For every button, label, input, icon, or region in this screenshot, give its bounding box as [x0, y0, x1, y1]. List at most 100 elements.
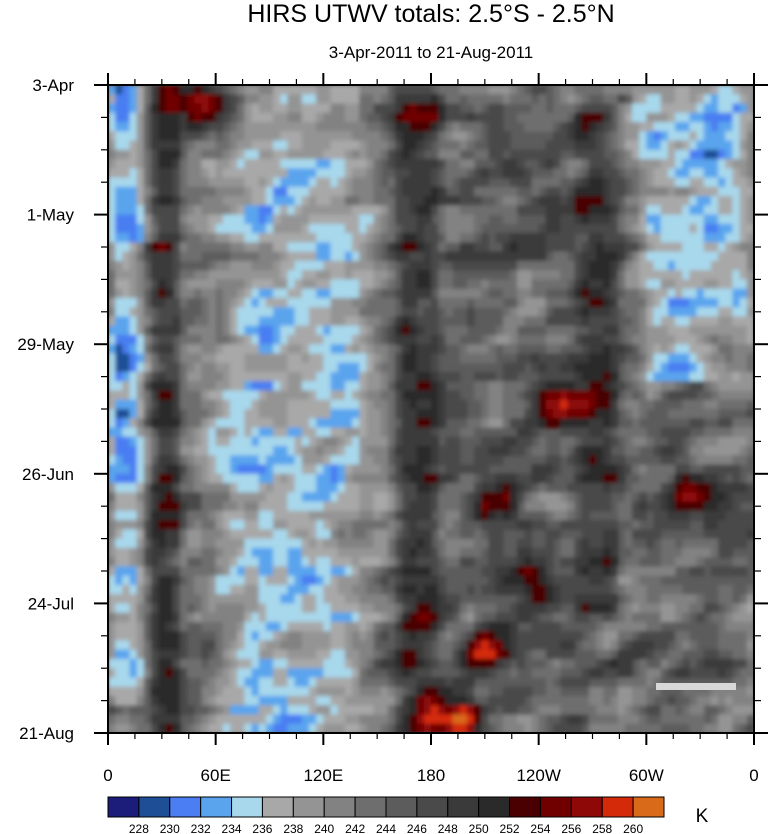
heatmap-cell: [438, 251, 446, 262]
heatmap-cell: [230, 566, 238, 577]
heatmap-cell: [208, 473, 217, 484]
heatmap-cell: [474, 214, 482, 225]
heatmap-cell: [596, 492, 604, 503]
heatmap-cell: [179, 436, 188, 447]
heatmap-cell: [466, 242, 475, 253]
heatmap-cell: [230, 418, 238, 429]
heatmap-cell: [222, 233, 231, 243]
heatmap-cell: [330, 501, 339, 512]
heatmap-cell: [258, 501, 267, 512]
heatmap-cell: [438, 631, 446, 642]
heatmap-cell: [409, 205, 418, 216]
heatmap-cell: [301, 658, 310, 669]
heatmap-cell: [603, 631, 612, 642]
heatmap-cell: [136, 149, 145, 160]
heatmap-cell: [624, 325, 633, 336]
heatmap-cell: [251, 196, 260, 206]
heatmap-cell: [725, 131, 734, 142]
heatmap-cell: [201, 399, 210, 410]
heatmap-cell: [373, 353, 382, 364]
heatmap-cell: [466, 538, 475, 549]
heatmap-cell: [416, 344, 425, 355]
heatmap-cell: [222, 131, 231, 142]
heatmap-cell: [301, 455, 310, 466]
heatmap-cell: [136, 483, 145, 493]
heatmap-cell: [237, 594, 245, 604]
heatmap-cell: [344, 455, 353, 466]
heatmap-cell: [215, 631, 224, 642]
heatmap-cell: [689, 409, 698, 419]
heatmap-cell: [344, 362, 353, 373]
heatmap-cell: [373, 520, 382, 530]
heatmap-cell: [273, 455, 281, 466]
heatmap-cell: [330, 353, 339, 364]
heatmap-cell: [402, 418, 411, 429]
heatmap-cell: [588, 371, 597, 382]
heatmap-cell: [258, 381, 267, 392]
heatmap-cell: [689, 334, 698, 345]
heatmap-cell: [287, 186, 296, 197]
heatmap-cell: [380, 297, 389, 308]
heatmap-cell: [237, 566, 245, 577]
heatmap-cell: [509, 307, 518, 318]
heatmap-cell: [646, 159, 655, 169]
heatmap-cell: [718, 288, 726, 299]
heatmap-cell: [509, 334, 518, 345]
heatmap-cell: [387, 409, 396, 419]
heatmap-cell: [294, 399, 303, 410]
heatmap-cell: [194, 242, 202, 253]
heatmap-cell: [588, 436, 597, 447]
heatmap-cell: [380, 418, 389, 429]
heatmap-cell: [359, 205, 367, 216]
heatmap-cell: [337, 510, 346, 521]
heatmap-cell: [610, 196, 619, 206]
heatmap-cell: [387, 334, 396, 345]
heatmap-cell: [524, 529, 533, 540]
heatmap-cell: [675, 390, 683, 401]
heatmap-cell: [416, 334, 425, 345]
heatmap-cell: [373, 399, 382, 410]
heatmap-cell: [129, 260, 138, 271]
heatmap-cell: [603, 371, 612, 382]
heatmap-cell: [108, 316, 116, 327]
heatmap-cell: [122, 436, 131, 447]
heatmap-cell: [502, 288, 511, 299]
heatmap-cell: [423, 603, 432, 614]
heatmap-cell: [596, 658, 604, 669]
heatmap-cell: [294, 427, 303, 438]
heatmap-cell: [115, 446, 123, 456]
heatmap-cell: [136, 501, 145, 512]
heatmap-cell: [689, 159, 698, 169]
heatmap-cell: [330, 649, 339, 660]
heatmap-cell: [581, 131, 590, 142]
heatmap-cell: [660, 334, 669, 345]
heatmap-cell: [567, 649, 576, 660]
heatmap-cell: [438, 520, 446, 530]
heatmap-cell: [179, 344, 188, 355]
heatmap-cell: [172, 94, 181, 105]
heatmap-cell: [359, 631, 367, 642]
heatmap-cell: [258, 362, 267, 373]
heatmap-cell: [603, 399, 612, 410]
heatmap-cell: [395, 399, 403, 410]
heatmap-cell: [395, 353, 403, 364]
heatmap-cell: [230, 612, 238, 623]
heatmap-cell: [474, 297, 482, 308]
heatmap-cell: [172, 584, 181, 595]
heatmap-cell: [158, 325, 167, 336]
heatmap-cell: [402, 307, 411, 318]
heatmap-cell: [423, 233, 432, 243]
heatmap-cell: [495, 649, 504, 660]
heatmap-cell: [689, 455, 698, 466]
heatmap-cell: [308, 483, 317, 493]
heatmap-cell: [452, 409, 461, 419]
heatmap-cell: [524, 492, 533, 503]
heatmap-cell: [316, 612, 324, 623]
heatmap-cell: [201, 94, 210, 105]
heatmap-cell: [481, 409, 490, 419]
heatmap-cell: [689, 316, 698, 327]
heatmap-cell: [230, 557, 238, 567]
heatmap-cell: [230, 483, 238, 493]
heatmap-cell: [416, 288, 425, 299]
heatmap-cell: [553, 612, 561, 623]
